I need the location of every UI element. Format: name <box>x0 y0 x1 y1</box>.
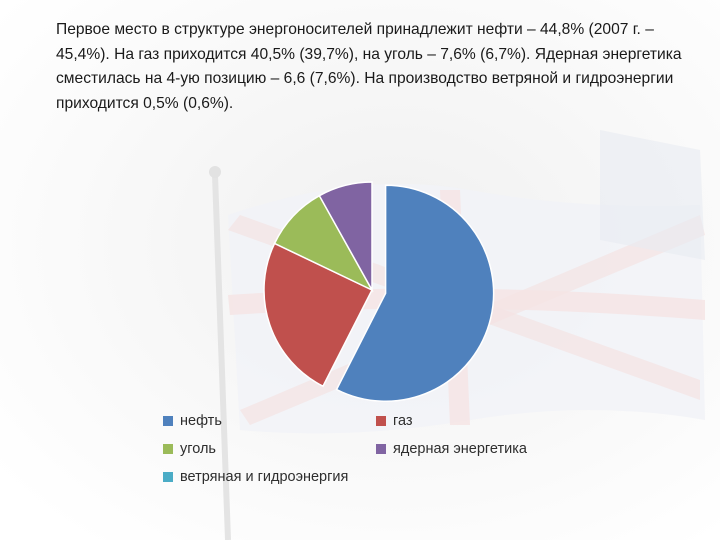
caption-text: Первое место в структуре энергоносителей… <box>56 21 682 112</box>
pie-slice-1 <box>263 242 374 388</box>
pie-slice-3 <box>318 181 373 293</box>
legend-item-2: уголь <box>163 441 216 457</box>
legend-item-3: ядерная энергетика <box>376 441 527 457</box>
legend-label: ядерная энергетика <box>393 441 527 457</box>
legend-swatch <box>163 444 173 454</box>
legend-swatch <box>376 444 386 454</box>
legend-label: газ <box>393 413 413 429</box>
flag-pole <box>212 174 231 540</box>
legend-swatch <box>163 416 173 426</box>
legend-item-4: ветряная и гидроэнергия <box>163 469 348 485</box>
legend-label: ветряная и гидроэнергия <box>180 469 349 485</box>
legend-item-1: газ <box>376 413 413 429</box>
legend-swatch <box>376 416 386 426</box>
pie-slice-0 <box>335 184 495 403</box>
legend-label: нефть <box>180 413 222 429</box>
legend-swatch <box>163 472 173 482</box>
legend-item-0: нефть <box>163 413 222 429</box>
legend-label: уголь <box>180 441 216 457</box>
